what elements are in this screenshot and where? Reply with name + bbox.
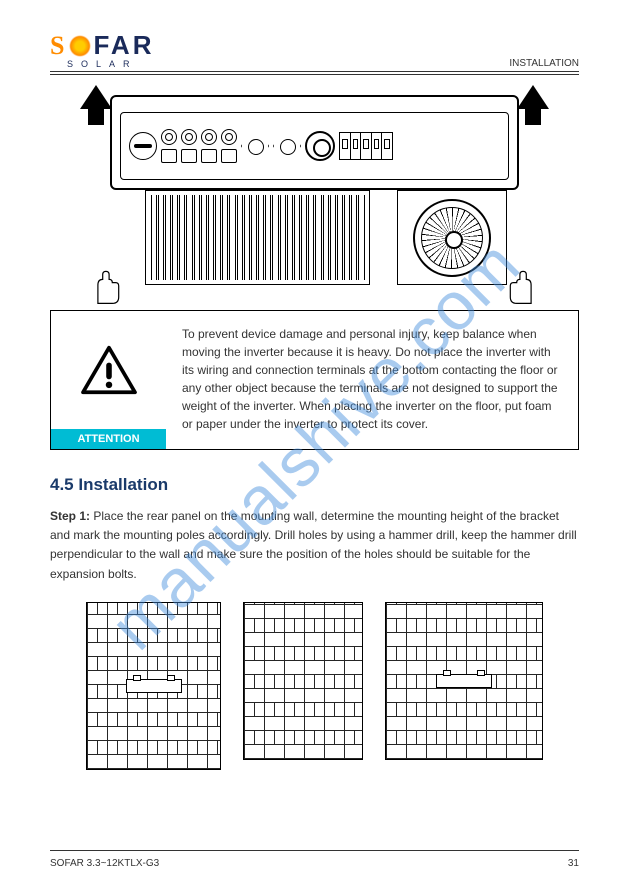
ac-connector <box>305 131 335 161</box>
rotary-switch <box>129 132 157 160</box>
arrow-up-icon <box>80 85 112 109</box>
sun-icon <box>69 35 91 57</box>
wall-diagram <box>385 602 543 760</box>
footer-page-number: 31 <box>568 858 579 869</box>
logo-subtitle: SOLAR <box>67 59 138 69</box>
inverter-body <box>110 95 519 190</box>
warning-label: ATTENTION <box>51 429 166 449</box>
step-number: Step 1: <box>50 509 90 523</box>
dc-port <box>201 149 217 163</box>
wall-diagram <box>86 602 221 770</box>
wall-diagrams-row <box>50 602 579 770</box>
breaker-block <box>339 132 393 160</box>
dc-port <box>221 149 237 163</box>
footer-model: SOFAR 3.3~12KTLX-G3 <box>50 858 159 869</box>
warning-body-text: To prevent device damage and personal in… <box>166 311 578 449</box>
hand-icon <box>90 265 125 305</box>
logo-letter-s: S <box>50 31 67 61</box>
step-body: Place the rear panel on the mounting wal… <box>50 509 577 581</box>
dc-port <box>181 149 197 163</box>
brand-logo: S FAR SOLAR <box>50 30 154 69</box>
dc-port <box>161 129 177 145</box>
heatsink <box>145 190 370 285</box>
header-section-label: INSTALLATION <box>509 58 579 69</box>
step-paragraph: Step 1: Place the rear panel on the moun… <box>50 507 579 584</box>
comm-port <box>273 132 301 160</box>
section-heading: 4.5 Installation <box>50 475 579 495</box>
header-divider <box>50 74 579 75</box>
dc-port <box>161 149 177 163</box>
arrow-up-icon <box>517 85 549 109</box>
brick-texture <box>244 603 362 759</box>
warning-box: ATTENTION To prevent device damage and p… <box>50 310 579 450</box>
fan-icon <box>413 199 491 277</box>
page-footer: SOFAR 3.3~12KTLX-G3 31 <box>50 858 579 869</box>
page-header: S FAR SOLAR INSTALLATION <box>50 30 579 72</box>
fan-housing <box>397 190 507 285</box>
logo-letters-far: FAR <box>93 30 154 61</box>
comm-port <box>241 132 269 160</box>
warning-triangle-icon <box>79 344 139 396</box>
footer-divider <box>50 850 579 851</box>
mounting-bracket <box>436 674 492 688</box>
dc-port <box>201 129 217 145</box>
dc-port <box>181 129 197 145</box>
mounting-bracket <box>126 679 182 693</box>
inverter-connector-panel <box>120 112 509 180</box>
lifting-diagram <box>50 90 579 290</box>
dc-port <box>221 129 237 145</box>
wall-diagram <box>243 602 363 760</box>
hand-icon <box>504 265 539 305</box>
